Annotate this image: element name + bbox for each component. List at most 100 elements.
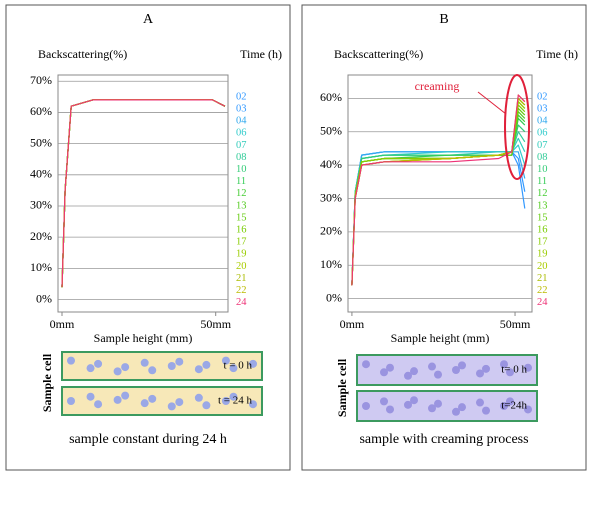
y-tick-label: 10% [320,257,342,271]
particle [500,402,508,410]
y-tick-label: 10% [30,260,52,274]
particle [148,366,157,375]
plot-area [347,74,533,313]
legend-label: 22 [236,285,247,296]
legend-label: 13 [236,200,247,211]
legend-label: 06 [236,128,247,139]
particle [476,398,484,407]
particle [404,400,412,409]
particle [167,362,176,370]
legend-label: 21 [236,273,247,284]
x-tick-label: 0mm [50,317,75,331]
legend-label: 02 [236,91,247,102]
y-tick-label: 50% [320,123,342,137]
legend-label: 08 [236,152,247,163]
particle [434,399,442,408]
x-axis-label: Sample height (mm) [391,331,490,345]
particle [113,367,122,376]
legend-label: 15 [236,212,247,223]
particle [452,366,460,374]
legend-label: 11 [236,176,246,187]
particle [221,356,230,365]
particle [362,402,370,410]
legend-title: Time (h) [240,47,282,61]
legend-label: 16 [537,225,548,236]
panel-frame [5,4,291,471]
legend-label: 17 [236,237,247,248]
legend-label: 19 [236,249,247,260]
legend-label: 24 [537,297,548,308]
y-tick-label: 30% [30,198,52,212]
particle [524,363,532,372]
particle [202,401,211,410]
annotation-ellipse [504,74,530,180]
particle [202,360,211,369]
series-line [351,94,526,286]
particle [194,365,203,374]
cell-time-label: t = 24 h [218,395,253,407]
particle [175,398,184,407]
panel-label: B [439,12,448,27]
particle [86,392,95,401]
legend-label: 20 [236,261,247,272]
legend-label: 15 [537,212,548,223]
particle [428,404,436,413]
cell-label: Sample cell [40,353,54,412]
particle [94,359,103,368]
particle [524,405,532,414]
y-tick-label: 50% [30,135,52,149]
panel-label: A [143,12,154,27]
sample-cell [356,390,538,422]
legend-label: 21 [537,273,548,284]
particle [121,363,130,372]
legend-label: 10 [537,164,548,175]
y-tick-label: 0% [36,291,52,305]
particle [404,371,412,380]
particle [380,397,388,406]
particle [175,357,184,366]
legend-label: 03 [537,104,548,115]
particle [229,392,238,401]
plot-area [57,74,229,313]
y-tick-label: 60% [320,90,342,104]
caption: sample constant during 24 h [69,432,227,447]
particle [458,403,466,412]
particle [482,406,490,415]
series-line [61,99,226,288]
y-axis-label: Backscattering(%) [38,47,127,61]
legend-label: 22 [537,285,548,296]
legend-label: 07 [537,140,548,151]
y-tick-label: 20% [320,224,342,238]
particle [410,396,418,405]
particle [167,402,176,411]
cell-label: Sample cell [335,358,349,417]
annotation: creaming [415,79,460,93]
legend-label: 08 [537,152,548,163]
legend-label: 13 [537,200,548,211]
particle [229,364,238,373]
particle [506,368,514,377]
y-tick-label: 30% [320,190,342,204]
legend-label: 12 [537,188,548,199]
x-tick-label: 0mm [340,317,365,331]
legend-label: 07 [236,140,247,151]
legend-title: Time (h) [536,47,578,61]
particle [506,397,514,406]
caption: sample with creaming process [359,432,528,447]
legend-label: 04 [236,116,247,127]
particle [249,359,257,368]
particle [86,364,95,373]
legend-label: 10 [236,164,247,175]
particle [67,356,75,365]
particle [194,393,203,402]
particle [386,363,394,372]
particle [140,358,149,367]
legend-label: 16 [236,225,247,236]
legend-label: 24 [236,297,247,308]
particle [410,367,418,376]
particle [482,364,490,373]
particle [362,360,370,369]
y-axis-label: Backscattering(%) [334,47,423,61]
particle [94,400,103,409]
